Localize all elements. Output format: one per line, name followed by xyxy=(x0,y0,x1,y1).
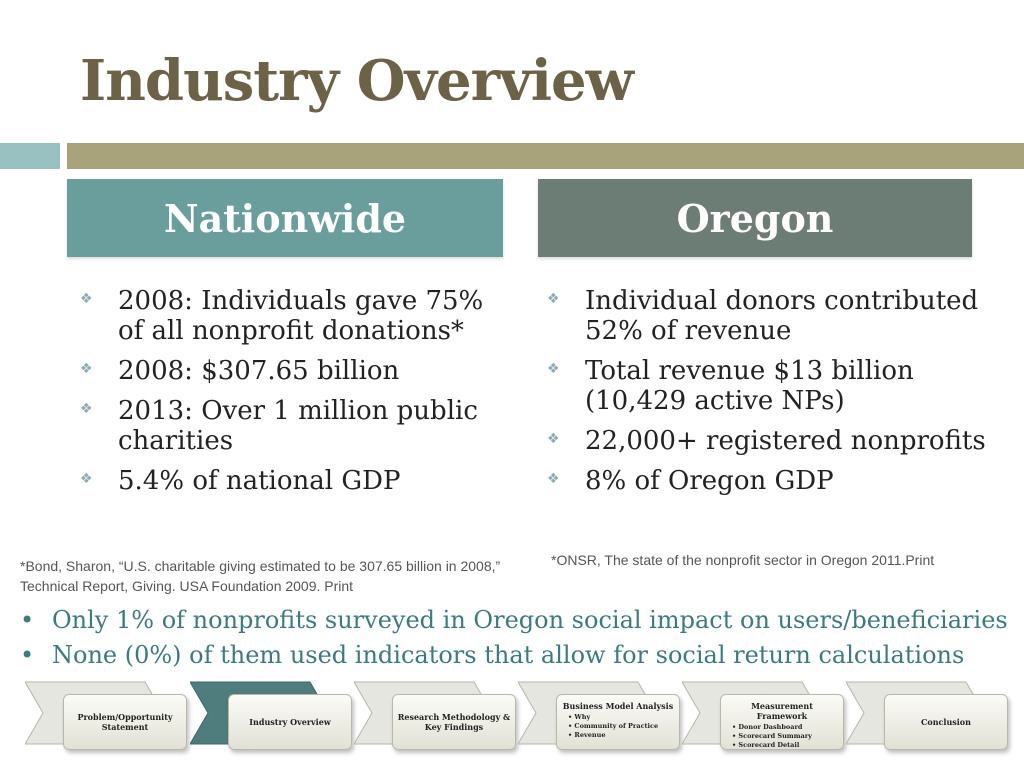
nav-step-sublist: • Why • Community of Practice • Revenue xyxy=(568,713,659,739)
list-item: ❖ 8% of Oregon GDP xyxy=(547,466,834,496)
process-navigation: Problem/Opportunity Statement Industry O… xyxy=(0,680,1024,768)
list-item: ❖ 2008: Individuals gave 75% of all nonpr… xyxy=(80,286,484,346)
nav-step-problem[interactable]: Problem/Opportunity Statement xyxy=(25,680,187,760)
list-item: ❖ 22,000+ registered nonprofits xyxy=(547,426,986,456)
nav-step-label: Problem/Opportunity Statement xyxy=(77,712,173,732)
list-item: ❖ 2013: Over 1 million public charities xyxy=(80,396,478,456)
nav-step-industry-overview[interactable]: Industry Overview xyxy=(190,680,352,760)
diamond-bullet-icon: ❖ xyxy=(547,471,560,487)
bottom-point: • Only 1% of nonprofits surveyed in Orego… xyxy=(20,603,1008,638)
list-item: ❖ Individual donors contributed 52% of re… xyxy=(547,286,979,346)
nav-step-sublist: • Donor Dashboard • Scorecard Summary • … xyxy=(732,723,812,749)
list-item: ❖ Total revenue $13 billion (10,429 activ… xyxy=(547,356,914,416)
list-item: ❖ 5.4% of national GDP xyxy=(80,466,401,496)
bottom-point: • None (0%) of them used indicators that … xyxy=(20,638,1008,673)
accent-bar-right xyxy=(67,143,1024,169)
nav-step-label: Conclusion xyxy=(921,717,971,727)
bottom-points: • Only 1% of nonprofits surveyed in Orego… xyxy=(20,603,1008,673)
nav-step-label: Research Methodology & Key Findings xyxy=(397,712,511,732)
nav-step-conclusion[interactable]: Conclusion xyxy=(846,680,1008,760)
nav-step-label: Measurement Framework xyxy=(751,701,813,721)
diamond-bullet-icon: ❖ xyxy=(80,361,93,377)
diamond-bullet-icon: ❖ xyxy=(547,291,560,307)
accent-bar-left xyxy=(0,143,60,169)
diamond-bullet-icon: ❖ xyxy=(80,291,93,307)
diamond-bullet-icon: ❖ xyxy=(547,431,560,447)
nav-step-business-model[interactable]: Business Model Analysis • Why • Communit… xyxy=(518,680,680,760)
nationwide-header: Nationwide xyxy=(67,179,503,257)
nationwide-footnote: *Bond, Sharon, “U.S. charitable giving e… xyxy=(20,558,501,594)
diamond-bullet-icon: ❖ xyxy=(80,471,93,487)
oregon-footnote: *ONSR, The state of the nonprofit sector… xyxy=(551,552,935,568)
nationwide-list: ❖ 2008: Individuals gave 75% of all nonpr… xyxy=(80,286,510,506)
list-item: ❖ 2008: $307.65 billion xyxy=(80,356,400,386)
page-title: Industry Overview xyxy=(80,48,634,114)
oregon-header: Oregon xyxy=(538,179,972,257)
nav-step-label: Business Model Analysis xyxy=(562,701,674,711)
nav-step-label: Industry Overview xyxy=(249,717,331,727)
bullet-dot-icon: • xyxy=(20,641,35,669)
nav-step-research[interactable]: Research Methodology & Key Findings xyxy=(354,680,516,760)
bullet-dot-icon: • xyxy=(20,606,35,634)
oregon-list: ❖ Individual donors contributed 52% of re… xyxy=(547,286,987,506)
diamond-bullet-icon: ❖ xyxy=(80,401,93,417)
nav-step-measurement[interactable]: Measurement Framework • Donor Dashboard … xyxy=(682,680,844,760)
diamond-bullet-icon: ❖ xyxy=(547,361,560,377)
